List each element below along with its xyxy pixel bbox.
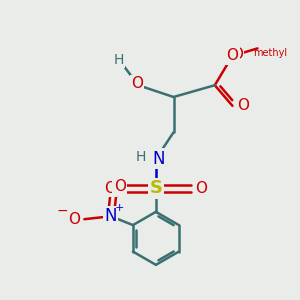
Text: +: +: [114, 203, 124, 213]
Text: methyl: methyl: [253, 48, 287, 58]
Text: O: O: [231, 47, 243, 62]
Text: N: N: [153, 150, 165, 168]
Text: H: H: [114, 53, 124, 67]
Text: O: O: [114, 179, 126, 194]
Text: −: −: [56, 203, 68, 218]
Text: N: N: [105, 207, 117, 225]
Text: O: O: [104, 181, 116, 196]
Text: O: O: [237, 98, 249, 113]
Text: S: S: [149, 179, 162, 197]
Text: O: O: [68, 212, 80, 227]
Text: O: O: [196, 181, 208, 196]
Text: H: H: [136, 150, 146, 164]
Text: O: O: [226, 48, 238, 63]
Text: O: O: [131, 76, 143, 91]
